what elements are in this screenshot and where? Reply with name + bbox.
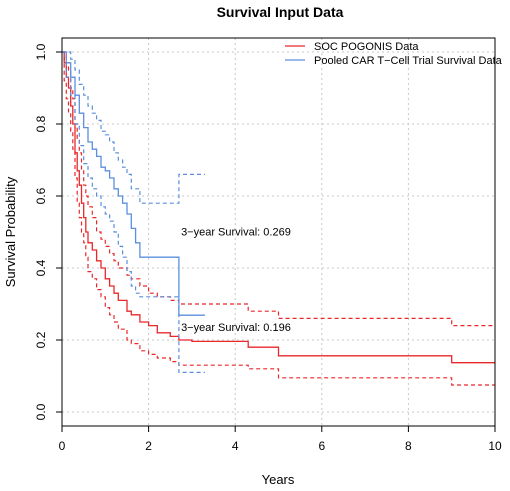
y-axis-title: Survival Probability	[3, 176, 18, 287]
x-axis: 0 2 4 6 8 10	[59, 426, 502, 453]
x-axis-title: Years	[262, 472, 295, 487]
x-tick-label: 10	[488, 439, 502, 453]
series-1-upper-ci-line	[62, 51, 495, 327]
series-1-lower-ci-line	[62, 51, 495, 386]
y-tick-label: 0.8	[34, 115, 48, 132]
legend-label: SOC POGONIS Data	[314, 41, 419, 53]
series-group	[62, 51, 495, 386]
y-tick-label: 0.2	[34, 331, 48, 348]
y-tick-label: 0.0	[34, 403, 48, 420]
y-tick-label: 0.4	[34, 259, 48, 276]
series-2-upper-ci-line	[62, 51, 205, 204]
x-tick-label: 2	[145, 439, 152, 453]
grid	[61, 38, 496, 426]
y-axis: 0.0 0.2 0.4 0.6 0.8 1.0	[34, 43, 62, 420]
plot-frame	[61, 37, 496, 427]
x-tick-label: 4	[232, 439, 239, 453]
annotations: 3−year Survival: 0.269 3−year Survival: 0…	[181, 227, 291, 334]
y-tick-label: 0.6	[34, 187, 48, 204]
annotation-3yr-survival: 3−year Survival: 0.269	[181, 227, 291, 239]
series-1-survival-line	[62, 51, 495, 364]
series-2-survival-line	[62, 51, 205, 316]
x-tick-label: 8	[405, 439, 412, 453]
y-tick-label: 1.0	[34, 43, 48, 60]
chart-title: Survival Input Data	[217, 4, 344, 20]
legend: SOC POGONIS Data Pooled CAR T−Cell Trial …	[285, 41, 503, 67]
series-2-lower-ci-line	[62, 51, 205, 373]
legend-label: Pooled CAR T−Cell Trial Survival Data	[314, 55, 503, 67]
annotation-3yr-survival: 3−year Survival: 0.196	[181, 322, 291, 334]
x-tick-label: 6	[318, 439, 325, 453]
x-tick-label: 0	[59, 439, 66, 453]
